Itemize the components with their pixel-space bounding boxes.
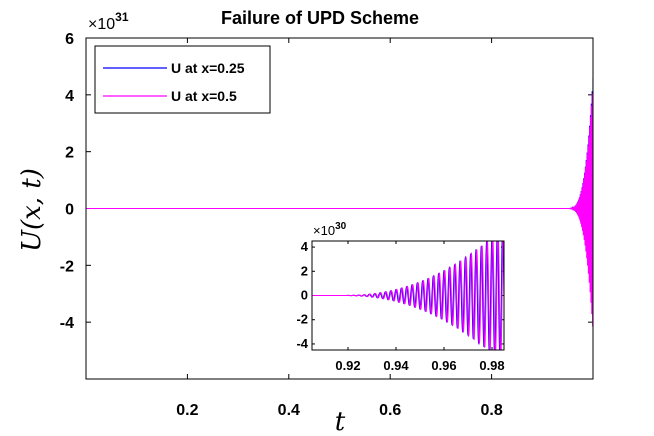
inset-lines xyxy=(312,241,504,350)
inset-y-tick-label: 0 xyxy=(301,288,308,303)
y-exponent-base: ×10 xyxy=(88,16,115,33)
inset-x-tick-label: 0.92 xyxy=(335,358,360,373)
main-plot-frame xyxy=(85,37,594,380)
inset-plot: 0.92 0.94 0.96 0.98 -4 -2 0 2 4 ×1030 xyxy=(296,221,504,373)
inset-y-exponent-power: 30 xyxy=(335,221,347,232)
inset-y-tick-label: 2 xyxy=(301,263,308,278)
inset-series-line-x-0-5 xyxy=(312,241,504,350)
main-y-tick-label: 2 xyxy=(65,145,74,162)
main-y-tick-label: -2 xyxy=(60,258,74,275)
inset-plot-frame xyxy=(311,240,505,351)
inset-y-exponent: ×1030 xyxy=(313,221,347,238)
inset-x-tick-label: 0.98 xyxy=(479,358,504,373)
main-y-tick-label: 6 xyxy=(65,31,74,48)
inset-y-exponent-base: ×10 xyxy=(313,223,335,238)
main-y-tick-label: 4 xyxy=(65,88,74,105)
main-x-tick-label: 0.6 xyxy=(379,402,401,419)
inset-x-tick-label: 0.94 xyxy=(383,358,409,373)
main-x-tick-label: 0.8 xyxy=(480,402,502,419)
legend-label-series-1: U at x=0.25 xyxy=(171,60,245,76)
legend-label-series-2: U at x=0.5 xyxy=(171,88,237,104)
chart-title: Failure of UPD Scheme xyxy=(221,8,419,28)
main-lines xyxy=(86,77,593,327)
inset-y-tick-label: -4 xyxy=(296,336,308,351)
y-axis-label: U(x, t) xyxy=(17,168,47,252)
y-exponent: ×1031 xyxy=(88,10,129,33)
series-line-x-0-5 xyxy=(86,93,593,327)
legend: U at x=0.25 U at x=0.5 xyxy=(94,45,271,114)
y-exponent-power: 31 xyxy=(115,10,129,24)
inset-y-tick-label: 4 xyxy=(301,239,309,254)
inset-ticks: 0.92 0.94 0.96 0.98 -4 -2 0 2 4 xyxy=(296,239,504,373)
main-x-tick-label: 0.4 xyxy=(278,402,300,419)
main-y-tick-label: -4 xyxy=(60,315,74,332)
inset-x-tick-label: 0.96 xyxy=(431,358,456,373)
legend-box xyxy=(94,45,271,114)
main-x-tick-label: 0.2 xyxy=(176,402,198,419)
inset-y-tick-label: -2 xyxy=(296,312,308,327)
x-axis-label: t xyxy=(335,407,346,436)
main-y-tick-label: 0 xyxy=(65,202,74,219)
